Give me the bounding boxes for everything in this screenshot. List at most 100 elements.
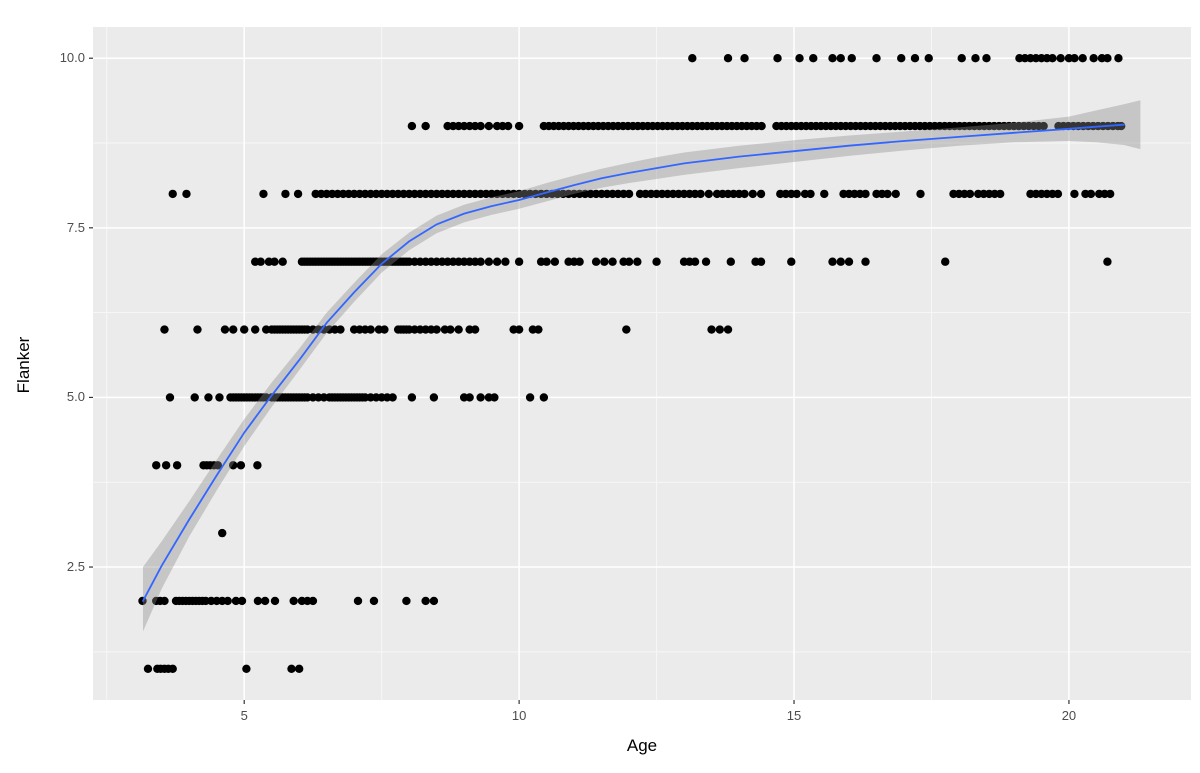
data-point	[168, 664, 177, 673]
x-tick-label: 20	[1061, 708, 1077, 723]
data-point	[229, 325, 238, 334]
data-point	[432, 325, 441, 334]
data-point	[600, 257, 609, 266]
data-point	[550, 257, 560, 266]
data-point	[429, 596, 439, 606]
data-point	[168, 189, 177, 199]
data-point	[218, 528, 227, 538]
data-point	[1103, 257, 1112, 266]
data-point	[847, 54, 856, 63]
data-point	[193, 325, 202, 334]
data-point	[844, 257, 854, 266]
data-point	[591, 257, 601, 266]
data-point	[143, 664, 153, 673]
data-point	[223, 596, 232, 606]
data-point	[407, 393, 417, 402]
data-point	[740, 54, 749, 63]
data-point	[792, 189, 801, 199]
data-point	[924, 54, 933, 63]
data-point	[421, 121, 430, 131]
data-point	[402, 596, 411, 606]
smooth-line	[142, 123, 1125, 602]
data-point	[1114, 54, 1123, 63]
data-point	[353, 596, 363, 606]
data-point	[688, 54, 697, 63]
data-point	[756, 189, 766, 199]
y-tick-label: 5.0	[66, 389, 85, 405]
data-point	[872, 54, 881, 63]
y-axis-title: Flanker	[14, 336, 33, 393]
data-point	[957, 54, 966, 63]
data-point	[484, 121, 494, 131]
data-point	[484, 257, 494, 266]
data-point	[757, 121, 766, 131]
data-point	[996, 189, 1005, 199]
y-tick-label: 2.5	[66, 559, 85, 575]
data-point	[1086, 189, 1096, 199]
data-point	[806, 189, 815, 199]
data-point	[542, 257, 551, 266]
data-point	[289, 596, 298, 606]
data-point	[470, 325, 480, 334]
data-point	[828, 54, 837, 63]
data-point	[836, 54, 845, 63]
data-point	[715, 325, 725, 334]
data-point	[828, 257, 837, 266]
data-point	[294, 664, 304, 673]
data-point	[369, 596, 379, 606]
data-point	[787, 257, 796, 266]
data-point	[622, 325, 631, 334]
data-point	[756, 257, 766, 266]
data-point	[971, 54, 980, 63]
data-point	[514, 257, 524, 266]
data-point	[1103, 54, 1112, 63]
data-point	[259, 189, 268, 199]
data-point	[281, 189, 290, 199]
data-point	[773, 54, 782, 63]
data-point	[503, 121, 513, 131]
data-point	[982, 54, 991, 63]
data-point	[916, 189, 925, 199]
data-point	[476, 257, 485, 266]
data-point	[1070, 54, 1079, 63]
data-point	[1078, 54, 1087, 63]
data-point	[690, 257, 700, 266]
data-point	[1089, 54, 1098, 63]
data-point	[454, 325, 463, 334]
data-point	[260, 596, 270, 606]
data-point	[250, 325, 260, 334]
data-point	[278, 257, 287, 266]
data-point	[748, 189, 757, 199]
panel-background	[93, 27, 1191, 700]
data-point	[707, 325, 716, 334]
data-point	[501, 257, 510, 266]
data-point	[534, 325, 543, 334]
y-tick-label: 10.0	[59, 50, 85, 66]
data-point	[237, 596, 247, 606]
data-point	[608, 257, 617, 266]
data-point	[1056, 54, 1065, 63]
data-point	[633, 257, 642, 266]
data-point	[1105, 189, 1115, 199]
data-point	[476, 121, 485, 131]
data-point	[465, 393, 474, 402]
data-point	[256, 257, 265, 266]
data-point	[514, 325, 524, 334]
data-point	[820, 189, 829, 199]
data-point	[836, 257, 845, 266]
data-point	[366, 325, 375, 334]
data-point	[965, 189, 975, 199]
data-point	[809, 54, 818, 63]
data-point	[525, 393, 535, 402]
data-point	[446, 325, 455, 334]
data-point	[253, 596, 263, 606]
x-tick-label: 15	[786, 708, 802, 723]
data-point	[213, 461, 223, 470]
y-tick-label: 7.5	[66, 219, 85, 235]
data-point	[696, 189, 705, 199]
data-point	[726, 257, 735, 266]
data-point	[253, 461, 262, 470]
data-point	[795, 54, 804, 63]
